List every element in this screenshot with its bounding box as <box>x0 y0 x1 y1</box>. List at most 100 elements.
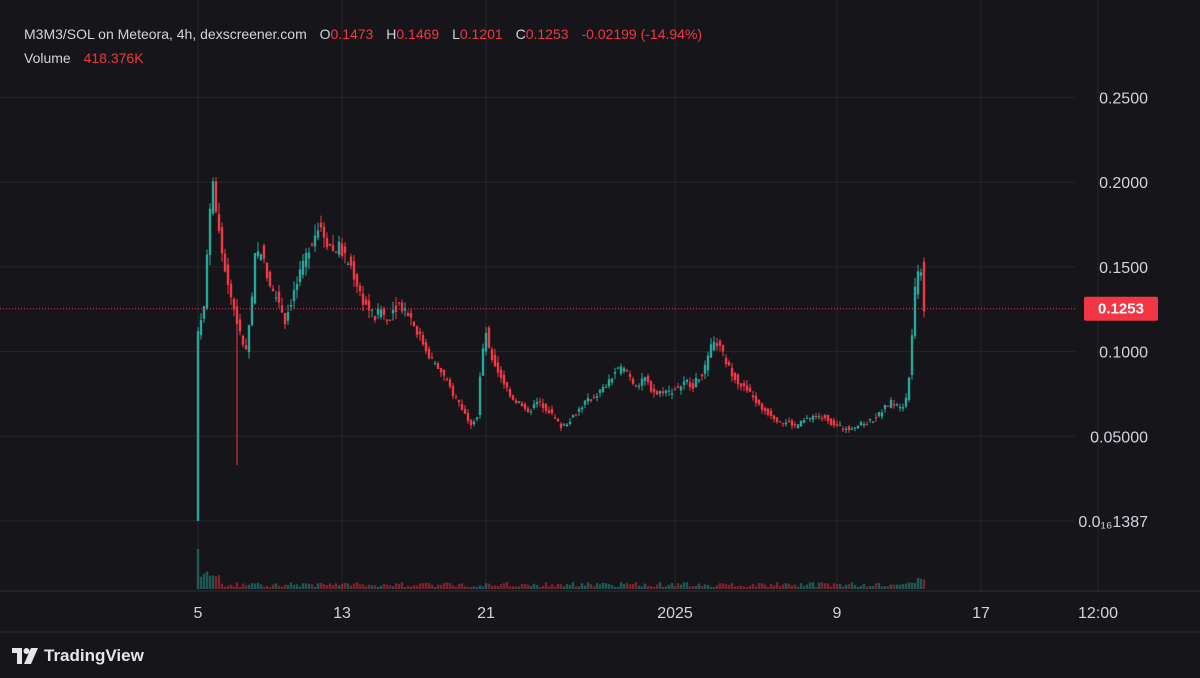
volume-bar <box>253 583 257 589</box>
candle-body <box>709 344 713 358</box>
volume-bar <box>898 584 902 589</box>
volume-bar <box>232 586 236 589</box>
legend-low-value: 0.1201 <box>459 26 503 42</box>
candle-body <box>319 222 323 228</box>
candle-body <box>613 372 617 374</box>
volume-bar <box>805 584 809 589</box>
candle-body <box>499 369 503 379</box>
volume-bar <box>859 585 863 589</box>
chart-legend: M3M3/SOL on Meteora, 4h, dexscreener.com… <box>24 22 702 70</box>
candle-body <box>640 378 644 386</box>
candle-body <box>358 285 362 292</box>
candle-body <box>601 386 605 392</box>
candle-body <box>727 362 731 366</box>
candle-body <box>700 374 704 377</box>
volume-bar <box>445 582 449 589</box>
volume-bar <box>673 585 677 589</box>
volume-bar <box>286 584 290 589</box>
candle-body <box>244 345 248 350</box>
volume-bar <box>319 582 323 589</box>
volume-bar <box>229 584 233 589</box>
candle-body <box>283 312 287 325</box>
candle-body <box>262 245 266 259</box>
candle-body <box>508 389 512 397</box>
candle-body <box>685 379 689 382</box>
time-tick-label: 2025 <box>657 605 693 622</box>
volume-bar <box>739 585 743 589</box>
volume-bar <box>814 586 818 589</box>
candle-body <box>505 382 509 388</box>
volume-bar <box>577 586 581 589</box>
volume-bar <box>901 583 905 589</box>
volume-bar <box>754 586 758 589</box>
volume-bar <box>871 586 875 589</box>
candle-body <box>316 230 320 238</box>
candle-body <box>475 417 479 420</box>
candle-body <box>199 320 203 336</box>
last-price-badge-bg <box>1084 296 1158 321</box>
candle-body <box>691 383 695 389</box>
volume-bar <box>448 583 452 589</box>
volume-bar <box>529 586 533 589</box>
tradingview-logo[interactable]: TradingView <box>12 646 144 666</box>
candle-body <box>907 377 911 400</box>
candle-body <box>202 306 206 319</box>
price-axis[interactable]: 0.2500 0.2000 0.1500 0.1000 0.05000 0.0₁₆1387 <box>1078 90 1148 531</box>
volume-bar <box>211 575 215 589</box>
time-tick-label: 21 <box>477 605 495 622</box>
candle-body <box>331 244 335 251</box>
volume-bar <box>415 585 419 589</box>
candle-body <box>265 262 269 279</box>
volume-bar <box>277 585 281 589</box>
candle-body <box>835 424 839 426</box>
candles <box>196 176 926 521</box>
candle-body <box>718 340 722 346</box>
volume-bar <box>493 585 497 589</box>
candle-body <box>289 304 293 307</box>
volume-bar <box>769 584 773 589</box>
volume-bar <box>628 584 632 589</box>
volume-bar <box>850 582 854 589</box>
candle-body <box>259 254 263 261</box>
candle-body <box>763 408 767 412</box>
volume-bar <box>883 586 887 589</box>
volume-bar <box>460 583 464 589</box>
candle-body <box>793 424 797 426</box>
volume-bar <box>844 584 848 589</box>
volume-bar <box>913 582 917 589</box>
time-axis[interactable]: 5 13 21 2025 9 17 12:00 <box>194 605 1119 622</box>
candle-body <box>526 408 530 412</box>
candle-body <box>385 319 389 322</box>
candle-body <box>742 383 746 386</box>
volume-bar <box>556 583 560 589</box>
volume-bar <box>685 582 689 589</box>
volume-bar <box>919 578 923 589</box>
time-tick-label: 13 <box>333 605 351 622</box>
volume-bar <box>676 583 680 589</box>
candle-body <box>445 378 449 380</box>
candle-body <box>856 425 860 429</box>
volume-bar <box>571 582 575 589</box>
tradingview-logo-icon <box>12 648 38 664</box>
volume-bar <box>244 585 248 589</box>
volume-bar <box>517 586 521 589</box>
volume-bar <box>841 586 845 589</box>
volume-bar <box>469 586 473 589</box>
candle-body <box>568 421 572 425</box>
volume-bar <box>553 586 557 589</box>
legend-volume-value: 418.376K <box>83 50 144 66</box>
candle-body <box>766 408 770 415</box>
candle-body <box>517 401 521 403</box>
candle-body <box>880 412 884 417</box>
volume-bar <box>457 583 461 589</box>
volume-bar <box>538 586 542 589</box>
volume-bar <box>271 584 275 589</box>
volume-bar <box>688 586 692 589</box>
volume-bar <box>607 583 611 589</box>
volume-bar <box>511 586 515 589</box>
volume-bars <box>196 549 926 589</box>
volume-bar <box>475 586 479 589</box>
candle-body <box>724 357 728 364</box>
price-tick-label: 0.1500 <box>1099 260 1148 277</box>
